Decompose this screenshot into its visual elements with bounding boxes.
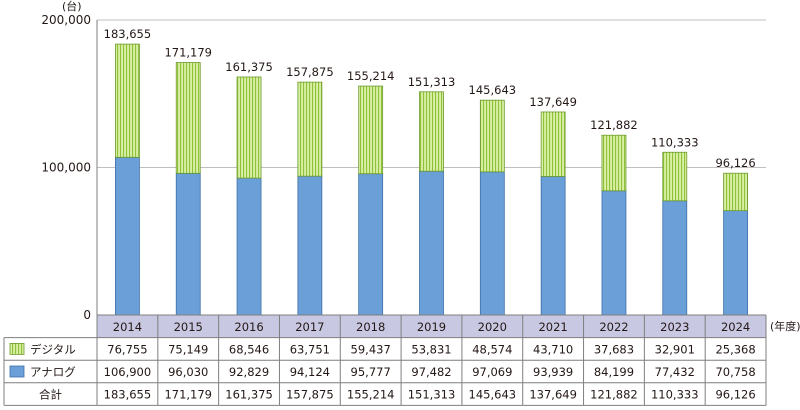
bar-digital-2017 bbox=[297, 81, 323, 177]
cell-digital-2023: 32,901 bbox=[655, 342, 695, 356]
bar-digital-2016 bbox=[236, 76, 262, 179]
total-label-2020: 145,643 bbox=[469, 83, 517, 97]
y-tick-label: 200,000 bbox=[41, 13, 91, 27]
cell-analog-2014: 106,900 bbox=[104, 365, 152, 379]
legend-swatch-analog bbox=[9, 365, 25, 378]
cell-digital-2021: 43,710 bbox=[533, 342, 573, 356]
cell-analog-2018: 95,777 bbox=[351, 365, 391, 379]
bar-digital-2015 bbox=[175, 62, 201, 174]
cell-total-2020: 145,643 bbox=[469, 388, 517, 402]
bar-analog-2021 bbox=[540, 176, 566, 316]
x-unit-label: (年度) bbox=[770, 319, 800, 333]
year-label-2022: 2022 bbox=[599, 320, 628, 334]
total-labels: 183,655 171,179 161,375 157,875 155,214 151,3… bbox=[104, 27, 756, 170]
bar-analog-2015 bbox=[175, 172, 201, 316]
bar-analog-2022 bbox=[601, 190, 627, 316]
bar-analog-2024 bbox=[723, 210, 748, 316]
row-header-total: 合計 bbox=[39, 388, 62, 402]
bar-analog-2018 bbox=[358, 173, 384, 316]
bar-digital-2021 bbox=[540, 111, 566, 177]
cell-analog-2015: 96,030 bbox=[168, 365, 208, 379]
cell-digital-2022: 37,683 bbox=[594, 342, 634, 356]
row-header-analog: アナログ bbox=[30, 365, 76, 379]
bar-digital-2020 bbox=[479, 99, 505, 173]
cell-digital-2019: 53,831 bbox=[411, 342, 451, 356]
cell-total-2016: 161,375 bbox=[225, 388, 273, 402]
total-label-2018: 155,214 bbox=[347, 69, 395, 83]
data-table: 2014 2015 2016 2017 2018 2019 2020 2021 2022 2023… bbox=[3, 314, 767, 406]
total-label-2017: 157,875 bbox=[286, 65, 334, 79]
cell-analog-2020: 97,069 bbox=[472, 365, 512, 379]
y-tick-label: 0 bbox=[83, 308, 91, 322]
year-label-2017: 2017 bbox=[295, 320, 324, 334]
year-label-2024: 2024 bbox=[721, 320, 750, 334]
year-label-2014: 2014 bbox=[113, 320, 142, 334]
cell-total-2021: 137,649 bbox=[529, 388, 577, 402]
bar-digital-2023 bbox=[662, 151, 688, 202]
cell-total-2018: 155,214 bbox=[347, 388, 395, 402]
row-header-digital: デジタル bbox=[30, 342, 76, 356]
cell-digital-2015: 75,149 bbox=[168, 342, 208, 356]
total-label-2021: 137,649 bbox=[529, 95, 577, 109]
total-label-2024: 96,126 bbox=[715, 156, 755, 170]
cell-digital-2018: 59,437 bbox=[351, 342, 391, 356]
cell-total-2014: 183,655 bbox=[104, 388, 152, 402]
cell-total-2019: 151,313 bbox=[408, 388, 456, 402]
total-label-2019: 151,313 bbox=[408, 75, 456, 89]
cell-analog-2019: 97,482 bbox=[411, 365, 451, 379]
bar-analog-2016 bbox=[236, 177, 262, 316]
total-label-2015: 171,179 bbox=[164, 46, 212, 60]
cell-analog-2021: 93,939 bbox=[533, 365, 573, 379]
cell-analog-2024: 70,758 bbox=[715, 365, 755, 379]
cell-digital-2020: 48,574 bbox=[472, 342, 512, 356]
cell-digital-2017: 63,751 bbox=[290, 342, 330, 356]
bar-digital-2014 bbox=[115, 43, 140, 158]
year-label-2019: 2019 bbox=[417, 320, 446, 334]
y-axis: 200,000 100,000 0 bbox=[41, 13, 98, 322]
total-label-2016: 161,375 bbox=[225, 60, 273, 74]
year-label-2018: 2018 bbox=[356, 320, 385, 334]
cell-total-2017: 157,875 bbox=[286, 388, 334, 402]
bar-analog-2017 bbox=[297, 175, 323, 316]
cell-analog-2022: 84,199 bbox=[594, 365, 634, 379]
bar-digital-2024 bbox=[723, 172, 748, 212]
bar-analog-2023 bbox=[662, 200, 688, 316]
bars bbox=[115, 43, 748, 316]
bar-digital-2018 bbox=[358, 85, 384, 175]
cell-total-2022: 121,882 bbox=[590, 388, 638, 402]
y-tick-label: 100,000 bbox=[41, 161, 91, 175]
bar-digital-2019 bbox=[419, 91, 444, 172]
bar-analog-2020 bbox=[479, 171, 505, 316]
bar-analog-2019 bbox=[419, 170, 444, 316]
total-label-2014: 183,655 bbox=[104, 27, 152, 41]
cell-total-2015: 171,179 bbox=[164, 388, 212, 402]
bar-digital-2022 bbox=[601, 134, 627, 192]
cell-digital-2016: 68,546 bbox=[229, 342, 269, 356]
cell-analog-2016: 92,829 bbox=[229, 365, 269, 379]
year-label-2021: 2021 bbox=[538, 320, 567, 334]
legend-swatch-digital bbox=[9, 342, 25, 355]
cell-digital-2024: 25,368 bbox=[715, 342, 755, 356]
year-label-2023: 2023 bbox=[660, 320, 689, 334]
year-header-row bbox=[97, 315, 766, 338]
total-label-2022: 121,882 bbox=[590, 118, 638, 132]
year-label-2016: 2016 bbox=[234, 320, 263, 334]
total-label-2023: 110,333 bbox=[651, 135, 699, 149]
year-label-2015: 2015 bbox=[174, 320, 203, 334]
bar-analog-2014 bbox=[115, 156, 140, 316]
cell-analog-2017: 94,124 bbox=[290, 365, 330, 379]
cell-analog-2023: 77,432 bbox=[655, 365, 695, 379]
y-unit-label: (台) bbox=[62, 0, 82, 13]
year-label-2020: 2020 bbox=[478, 320, 507, 334]
cell-digital-2014: 76,755 bbox=[107, 342, 147, 356]
cell-total-2024: 96,126 bbox=[715, 388, 755, 402]
cell-total-2023: 110,333 bbox=[651, 388, 699, 402]
